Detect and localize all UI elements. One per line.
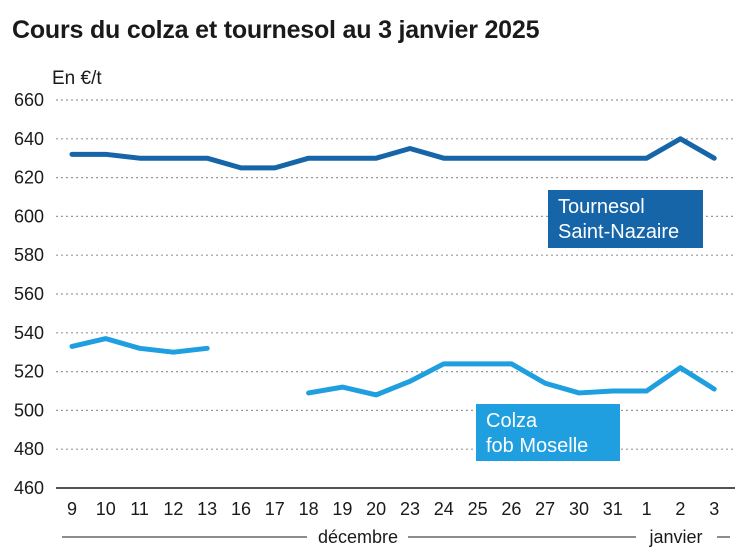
x-tick-label: 19 xyxy=(332,499,352,519)
month-label-december: décembre xyxy=(318,527,398,547)
y-axis-unit: En €/t xyxy=(52,68,102,89)
x-tick-label: 18 xyxy=(299,499,319,519)
x-axis-ticks: 9 10 11 12 13 16 17 18 19 20 23 24 25 26 27 30 31 1 2 3 xyxy=(67,499,719,519)
x-tick-label: 17 xyxy=(265,499,285,519)
y-axis-ticks: 460 480 500 520 540 560 580 600 620 640 660 xyxy=(14,90,44,498)
x-tick-label: 31 xyxy=(603,499,623,519)
x-tick-label: 2 xyxy=(675,499,685,519)
x-tick-label: 23 xyxy=(400,499,420,519)
y-tick-label: 660 xyxy=(14,90,44,110)
x-tick-label: 12 xyxy=(163,499,183,519)
y-tick-label: 640 xyxy=(14,129,44,149)
x-tick-label: 11 xyxy=(130,499,149,519)
series-line-colza-segment-2 xyxy=(306,361,717,398)
month-label-january: janvier xyxy=(648,527,702,547)
x-tick-label: 9 xyxy=(67,499,77,519)
series-label-text-tournesol: Saint-Nazaire xyxy=(558,221,679,243)
x-tick-label: 3 xyxy=(709,499,719,519)
x-tick-label: 10 xyxy=(96,499,116,519)
series-label-box-colza xyxy=(476,404,620,461)
y-tick-label: 620 xyxy=(14,168,44,188)
y-tick-label: 500 xyxy=(14,400,44,420)
x-tick-label: 30 xyxy=(569,499,589,519)
month-axis: décembre janvier xyxy=(62,527,730,547)
y-tick-label: 540 xyxy=(14,323,44,343)
x-tick-label: 13 xyxy=(197,499,217,519)
x-tick-label: 1 xyxy=(642,499,652,519)
y-tick-label: 480 xyxy=(14,439,44,459)
x-tick-label: 16 xyxy=(231,499,251,519)
x-tick-label: 20 xyxy=(366,499,386,519)
series-label-text-colza: fob Moselle xyxy=(486,435,588,457)
x-tick-label: 24 xyxy=(434,499,454,519)
y-tick-label: 520 xyxy=(14,362,44,382)
series-labels: Tournesol Saint-Nazaire Colza fob Moselle xyxy=(476,190,703,461)
x-tick-label: 27 xyxy=(535,499,555,519)
y-tick-label: 600 xyxy=(14,206,44,226)
chart-title: Cours du colza et tournesol au 3 janvier… xyxy=(12,16,540,44)
y-tick-label: 460 xyxy=(14,478,44,498)
y-tick-label: 580 xyxy=(14,245,44,265)
series-lines xyxy=(69,136,717,398)
series-label-text-colza: Colza xyxy=(486,410,538,432)
y-tick-label: 560 xyxy=(14,284,44,304)
x-tick-label: 25 xyxy=(468,499,488,519)
series-label-text-tournesol: Tournesol xyxy=(558,196,645,218)
series-line-tournesol-segment-1 xyxy=(69,136,717,171)
series-label-box-tournesol xyxy=(548,190,703,248)
series-line-colza-segment-1 xyxy=(69,336,210,355)
x-tick-label: 26 xyxy=(501,499,521,519)
